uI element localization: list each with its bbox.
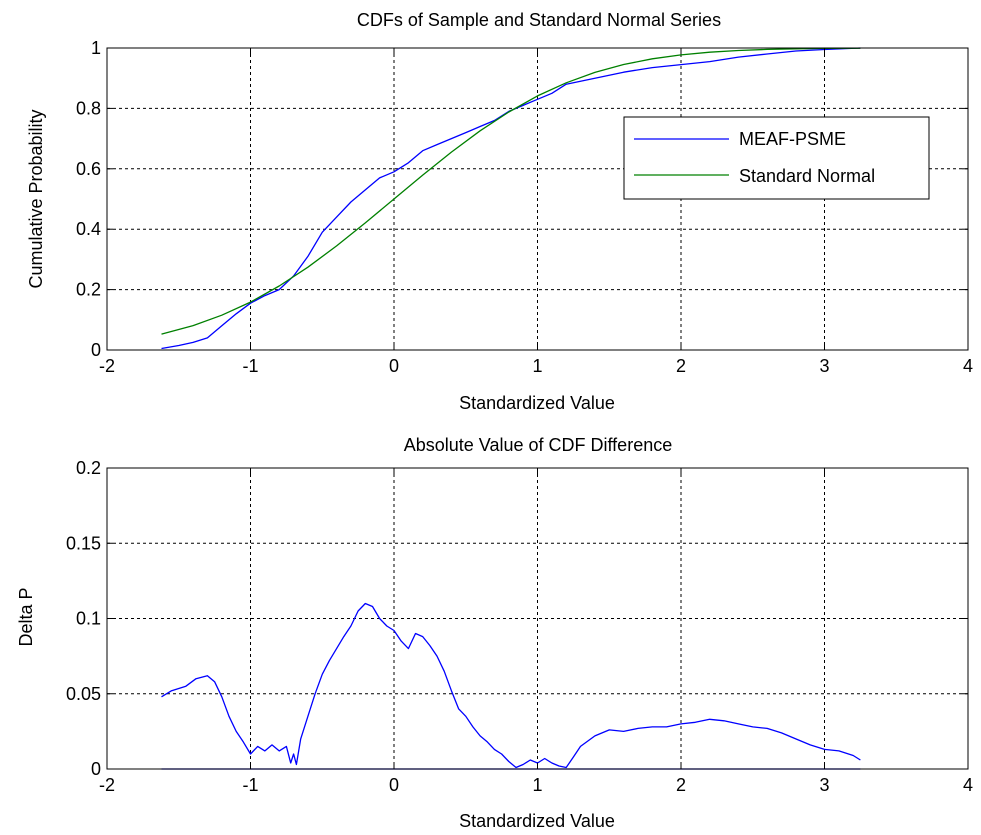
difference-chart-x-tick-label: 4 [963,775,973,795]
difference-chart-x-tick-label: 3 [819,775,829,795]
difference-chart-y-tick-label: 0.05 [66,684,101,704]
difference-chart-series-line-0 [161,602,861,769]
legend-box [623,116,930,200]
cdf-chart: CDFs of Sample and Standard Normal Serie… [26,10,973,413]
difference-chart-series [161,602,861,770]
difference-chart-x-tick-label: 0 [389,775,399,795]
difference-chart-x-tick-label: -2 [99,775,115,795]
difference-chart-grid [107,468,968,769]
cdf-chart-series [161,47,861,350]
cdf-chart-ticks: -2 -1 0 1 2 3 4 0 0.2 0.4 0.6 0.8 1 [76,38,973,376]
difference-chart-ticks: -2 -1 0 1 2 3 4 0 0.05 0.1 0.15 0.2 [66,458,973,795]
cdf-chart-y-tick-label: 0.2 [76,280,101,300]
cdf-chart-x-tick-label: 3 [819,356,829,376]
difference-chart-x-tick-label: 2 [676,775,686,795]
cdf-chart-x-tick-label: 2 [676,356,686,376]
difference-chart-x-tick-label: 1 [532,775,542,795]
cdf-chart-series-line-0 [161,47,861,350]
difference-chart-ylabel: Delta P [16,587,36,646]
difference-chart-y-tick-label: 0.2 [76,458,101,478]
cdf-chart-y-tick-label: 0.6 [76,159,101,179]
difference-chart-x-tick-label: -1 [242,775,258,795]
cdf-chart-y-tick-label: 1 [91,38,101,58]
legend: MEAF-PSME Standard Normal [623,116,930,200]
difference-chart-y-tick-label: 0.1 [76,609,101,629]
cdf-chart-y-tick-label: 0.8 [76,98,101,118]
cdf-chart-y-tick-label: 0 [91,340,101,360]
cdf-chart-x-tick-label: -2 [99,356,115,376]
cdf-chart-x-tick-label: 4 [963,356,973,376]
cdf-chart-x-tick-label: 1 [532,356,542,376]
cdf-chart-title: CDFs of Sample and Standard Normal Serie… [357,10,721,30]
difference-chart-y-tick-label: 0.15 [66,533,101,553]
cdf-chart-x-tick-label: -1 [242,356,258,376]
difference-chart-y-tick-label: 0 [91,759,101,779]
cdf-chart-x-tick-label: 0 [389,356,399,376]
legend-label-standard-normal: Standard Normal [739,166,875,186]
difference-chart: Absolute Value of CDF Difference -2 -1 0 1 2… [16,435,973,831]
difference-chart-title: Absolute Value of CDF Difference [404,435,672,455]
legend-label-meaf-psme: MEAF-PSME [739,129,846,149]
cdf-chart-ylabel: Cumulative Probability [26,109,46,288]
cdf-chart-series-line-1 [161,47,861,335]
cdf-chart-y-tick-label: 0.4 [76,219,101,239]
difference-chart-xlabel: Standardized Value [459,811,615,831]
cdf-chart-xlabel: Standardized Value [459,393,615,413]
